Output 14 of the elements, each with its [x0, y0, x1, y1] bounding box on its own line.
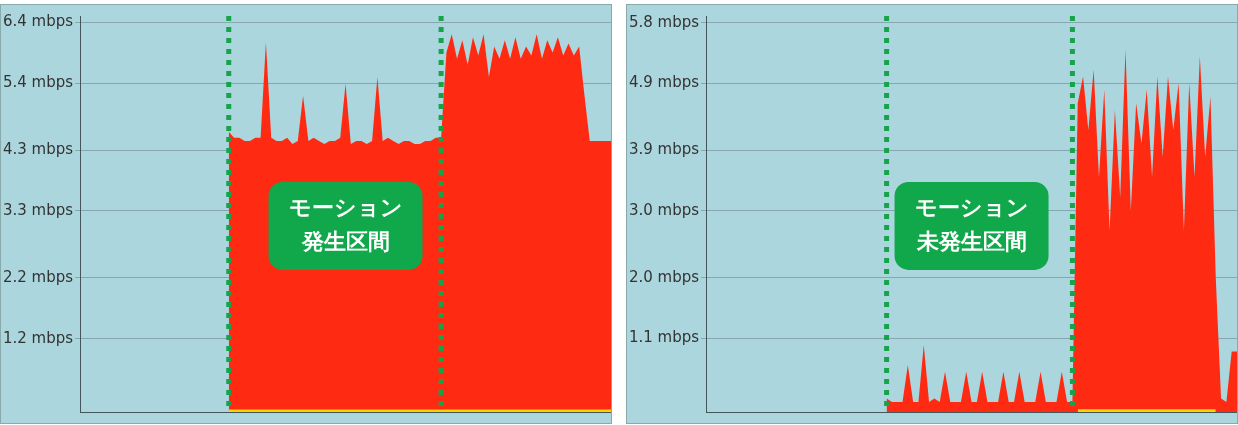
y-tick-label: 6.4 mbps: [3, 11, 74, 30]
y-tick-label: 3.9 mbps: [629, 140, 700, 159]
y-tick-label: 3.3 mbps: [3, 200, 74, 219]
y-tick-label: 2.0 mbps: [629, 267, 700, 286]
annotation: モーション発生区間: [288, 194, 403, 254]
y-tick-label: 1.2 mbps: [3, 328, 74, 347]
annotation: モーション未発生区間: [914, 194, 1029, 254]
y-tick-label: 5.8 mbps: [629, 12, 700, 31]
y-tick-label: 2.2 mbps: [3, 267, 74, 286]
y-tick-label: 5.4 mbps: [3, 72, 74, 91]
y-tick-label: 4.3 mbps: [3, 139, 74, 158]
y-tick-label: 1.1 mbps: [629, 328, 700, 347]
y-tick-label: 4.9 mbps: [629, 73, 700, 92]
y-tick-label: 3.0 mbps: [629, 200, 700, 219]
